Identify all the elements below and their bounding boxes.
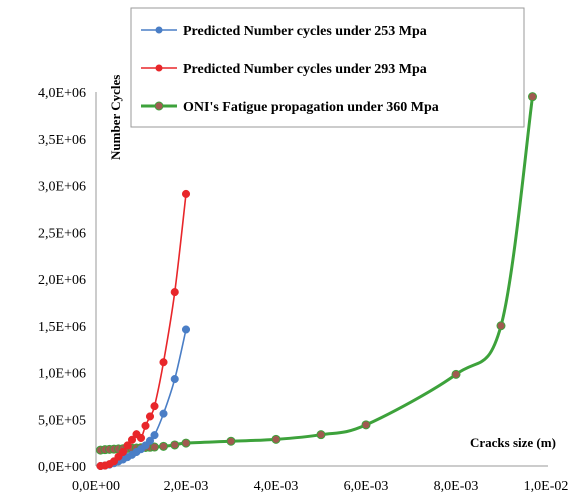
- data-point: [316, 430, 326, 440]
- y-tick-label: 2,5E+06: [38, 226, 86, 241]
- data-point: [141, 421, 150, 430]
- data-point: [496, 321, 506, 331]
- y-tick-label: 1,5E+06: [38, 320, 86, 335]
- data-point: [145, 436, 155, 445]
- legend-swatch-marker: [155, 64, 163, 72]
- series-line: [100, 96, 534, 452]
- data-point: [159, 409, 168, 418]
- y-tick-label: 4,0E+06: [38, 86, 86, 101]
- y-tick-label: 0,0E+00: [38, 460, 86, 475]
- data-point: [451, 369, 461, 379]
- data-point: [170, 440, 180, 450]
- legend-label: Predicted Number cycles under 253 Mpa: [183, 24, 427, 39]
- y-tick-label: 2,0E+06: [38, 273, 86, 288]
- data-point: [170, 374, 179, 384]
- series-layer: [96, 92, 537, 471]
- x-tick-label: 4,0E-03: [254, 479, 299, 494]
- data-point: [118, 447, 128, 457]
- y-tick-label: 1,0E+06: [38, 367, 86, 382]
- data-point: [150, 402, 159, 411]
- data-point: [136, 433, 146, 443]
- y-tick-label: 3,0E+06: [38, 180, 86, 195]
- data-point: [123, 441, 132, 450]
- x-tick-label: 8,0E-03: [434, 479, 479, 494]
- data-point: [127, 435, 137, 444]
- data-point: [159, 441, 168, 451]
- y-axis-label: Number Cycles: [108, 75, 123, 160]
- data-point: [271, 434, 281, 444]
- data-point: [150, 442, 159, 452]
- x-tick-label: 1,0E-02: [524, 479, 569, 494]
- tick-labels: 0,0E+00 2,0E-03 4,0E-03 6,0E-03 8,0E-03 1,0E-…: [38, 86, 568, 494]
- legend-swatch-marker: [155, 26, 163, 34]
- data-point: [150, 431, 159, 440]
- legend-box: [130, 7, 525, 128]
- series-3: [96, 92, 537, 455]
- data-point: [159, 358, 168, 367]
- data-point: [226, 436, 236, 446]
- legend-label: Predicted Number cycles under 293 Mpa: [183, 62, 427, 77]
- y-tick-label: 3,5E+06: [38, 133, 86, 148]
- legend-label: ONI's Fatigue propagation under 360 Mpa: [183, 100, 439, 115]
- series-2: [96, 189, 191, 471]
- legend-swatch-marker: [154, 101, 164, 111]
- data-point: [181, 189, 191, 198]
- legend: Predicted Number cycles under 253 Mpa Pre…: [130, 7, 525, 128]
- data-point: [528, 92, 537, 102]
- data-point: [145, 412, 155, 421]
- x-tick-label: 6,0E-03: [344, 479, 389, 494]
- axes: [95, 92, 548, 467]
- x-axis-label: Cracks size (m): [470, 435, 556, 450]
- data-point: [181, 438, 191, 448]
- x-tick-label: 0,0E+00: [72, 479, 120, 494]
- y-tick-label: 5,0E+05: [38, 413, 86, 428]
- x-tick-label: 2,0E-03: [164, 479, 209, 494]
- data-point: [361, 420, 371, 430]
- data-point: [181, 325, 191, 334]
- data-point: [170, 288, 179, 297]
